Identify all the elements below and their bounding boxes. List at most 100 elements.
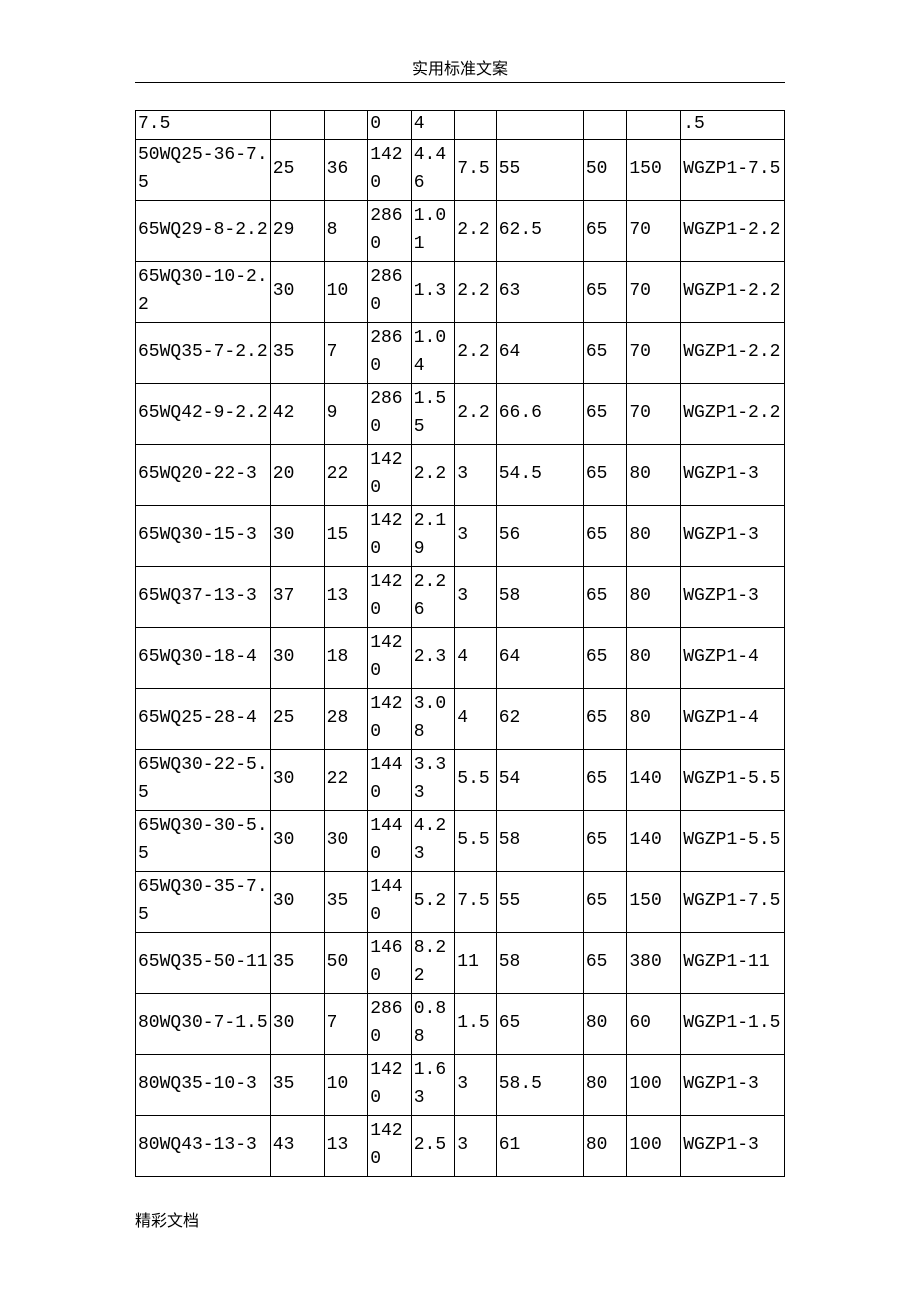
table-cell: 20	[270, 445, 324, 506]
table-cell: 22	[324, 445, 368, 506]
table-cell: WGZP1-2.2	[681, 323, 785, 384]
table-cell: 2.3	[411, 628, 455, 689]
table-cell: 2.2	[455, 201, 496, 262]
table-cell: 80	[627, 628, 681, 689]
table-cell: WGZP1-4	[681, 628, 785, 689]
table-cell: 50	[324, 933, 368, 994]
table-cell: WGZP1-4	[681, 689, 785, 750]
table-container: 7.504.550WQ25-36-7.5253614204.467.555501…	[135, 110, 785, 1177]
table-cell: WGZP1-5.5	[681, 750, 785, 811]
table-cell: 5.5	[455, 811, 496, 872]
table-cell	[583, 111, 627, 140]
table-cell: 1420	[368, 506, 412, 567]
table-cell: 35	[270, 1055, 324, 1116]
table-cell: 2.2	[411, 445, 455, 506]
table-cell: 66.6	[496, 384, 583, 445]
table-cell: 1440	[368, 872, 412, 933]
table-cell: WGZP1-7.5	[681, 872, 785, 933]
table-cell: 1420	[368, 1116, 412, 1177]
table-cell	[455, 111, 496, 140]
table-cell: 80WQ35-10-3	[136, 1055, 271, 1116]
table-cell: 65WQ30-18-4	[136, 628, 271, 689]
table-cell: 7.5	[455, 872, 496, 933]
table-cell: 35	[324, 872, 368, 933]
table-cell: 1420	[368, 140, 412, 201]
table-cell: 2.19	[411, 506, 455, 567]
page-header-title: 实用标准文案	[0, 55, 920, 79]
table-row: 65WQ20-22-3202214202.2354.56580WGZP1-3	[136, 445, 785, 506]
table-cell: 80	[627, 689, 681, 750]
table-cell: 2.5	[411, 1116, 455, 1177]
table-cell: 1420	[368, 628, 412, 689]
table-cell: WGZP1-3	[681, 567, 785, 628]
table-cell: 65	[583, 506, 627, 567]
table-cell: 3	[455, 506, 496, 567]
table-cell: 140	[627, 750, 681, 811]
table-cell: 65	[583, 262, 627, 323]
table-cell: 62.5	[496, 201, 583, 262]
table-cell: 65WQ30-22-5.5	[136, 750, 271, 811]
table-row: 65WQ25-28-4252814203.084626580WGZP1-4	[136, 689, 785, 750]
table-cell: 3	[455, 567, 496, 628]
table-cell: 65	[583, 811, 627, 872]
table-cell: 58.5	[496, 1055, 583, 1116]
table-cell: WGZP1-11	[681, 933, 785, 994]
table-cell	[496, 111, 583, 140]
table-cell: 10	[324, 262, 368, 323]
table-cell: 50	[583, 140, 627, 201]
table-cell: 64	[496, 628, 583, 689]
table-cell: 65WQ25-28-4	[136, 689, 271, 750]
table-cell: 50WQ25-36-7.5	[136, 140, 271, 201]
table-cell: 4	[411, 111, 455, 140]
table-cell: 65WQ20-22-3	[136, 445, 271, 506]
table-cell: 1420	[368, 567, 412, 628]
table-row: 80WQ43-13-3431314202.536180100WGZP1-3	[136, 1116, 785, 1177]
table-cell: .5	[681, 111, 785, 140]
table-cell: 65	[583, 201, 627, 262]
table-cell: 65	[583, 933, 627, 994]
table-cell: 30	[270, 262, 324, 323]
table-cell: WGZP1-3	[681, 1116, 785, 1177]
table-cell: 4	[455, 628, 496, 689]
table-cell: 64	[496, 323, 583, 384]
table-cell: 1.04	[411, 323, 455, 384]
table-cell: 0.88	[411, 994, 455, 1055]
table-row: 65WQ30-10-2.2301028601.32.2636570WGZP1-2…	[136, 262, 785, 323]
table-cell	[324, 111, 368, 140]
table-cell: 5.2	[411, 872, 455, 933]
table-cell: 58	[496, 933, 583, 994]
table-cell: 22	[324, 750, 368, 811]
table-cell: 30	[270, 506, 324, 567]
table-cell: 3.33	[411, 750, 455, 811]
table-cell: 56	[496, 506, 583, 567]
table-cell: 80	[627, 506, 681, 567]
table-cell: 43	[270, 1116, 324, 1177]
table-cell: 3	[455, 445, 496, 506]
table-cell	[627, 111, 681, 140]
table-cell: WGZP1-3	[681, 445, 785, 506]
table-cell: 70	[627, 384, 681, 445]
table-cell: 1440	[368, 750, 412, 811]
table-cell: 4.23	[411, 811, 455, 872]
table-cell: 29	[270, 201, 324, 262]
table-cell: 65	[496, 994, 583, 1055]
table-cell: 65	[583, 445, 627, 506]
table-cell: 65	[583, 323, 627, 384]
table-cell: 25	[270, 140, 324, 201]
table-row: 65WQ30-30-5.5303014404.235.55865140WGZP1…	[136, 811, 785, 872]
table-cell: 28	[324, 689, 368, 750]
table-cell: 65	[583, 567, 627, 628]
table-cell: 80	[583, 1116, 627, 1177]
table-cell: 7.5	[455, 140, 496, 201]
table-row: 65WQ30-15-3301514202.193566580WGZP1-3	[136, 506, 785, 567]
table-cell: 37	[270, 567, 324, 628]
table-cell: 65	[583, 384, 627, 445]
table-cell: 30	[270, 811, 324, 872]
table-cell: 2.2	[455, 262, 496, 323]
table-row: 65WQ30-22-5.5302214403.335.55465140WGZP1…	[136, 750, 785, 811]
table-cell: 58	[496, 811, 583, 872]
table-cell: 8.22	[411, 933, 455, 994]
table-cell: 2860	[368, 384, 412, 445]
table-cell: 4	[455, 689, 496, 750]
table-cell: 63	[496, 262, 583, 323]
